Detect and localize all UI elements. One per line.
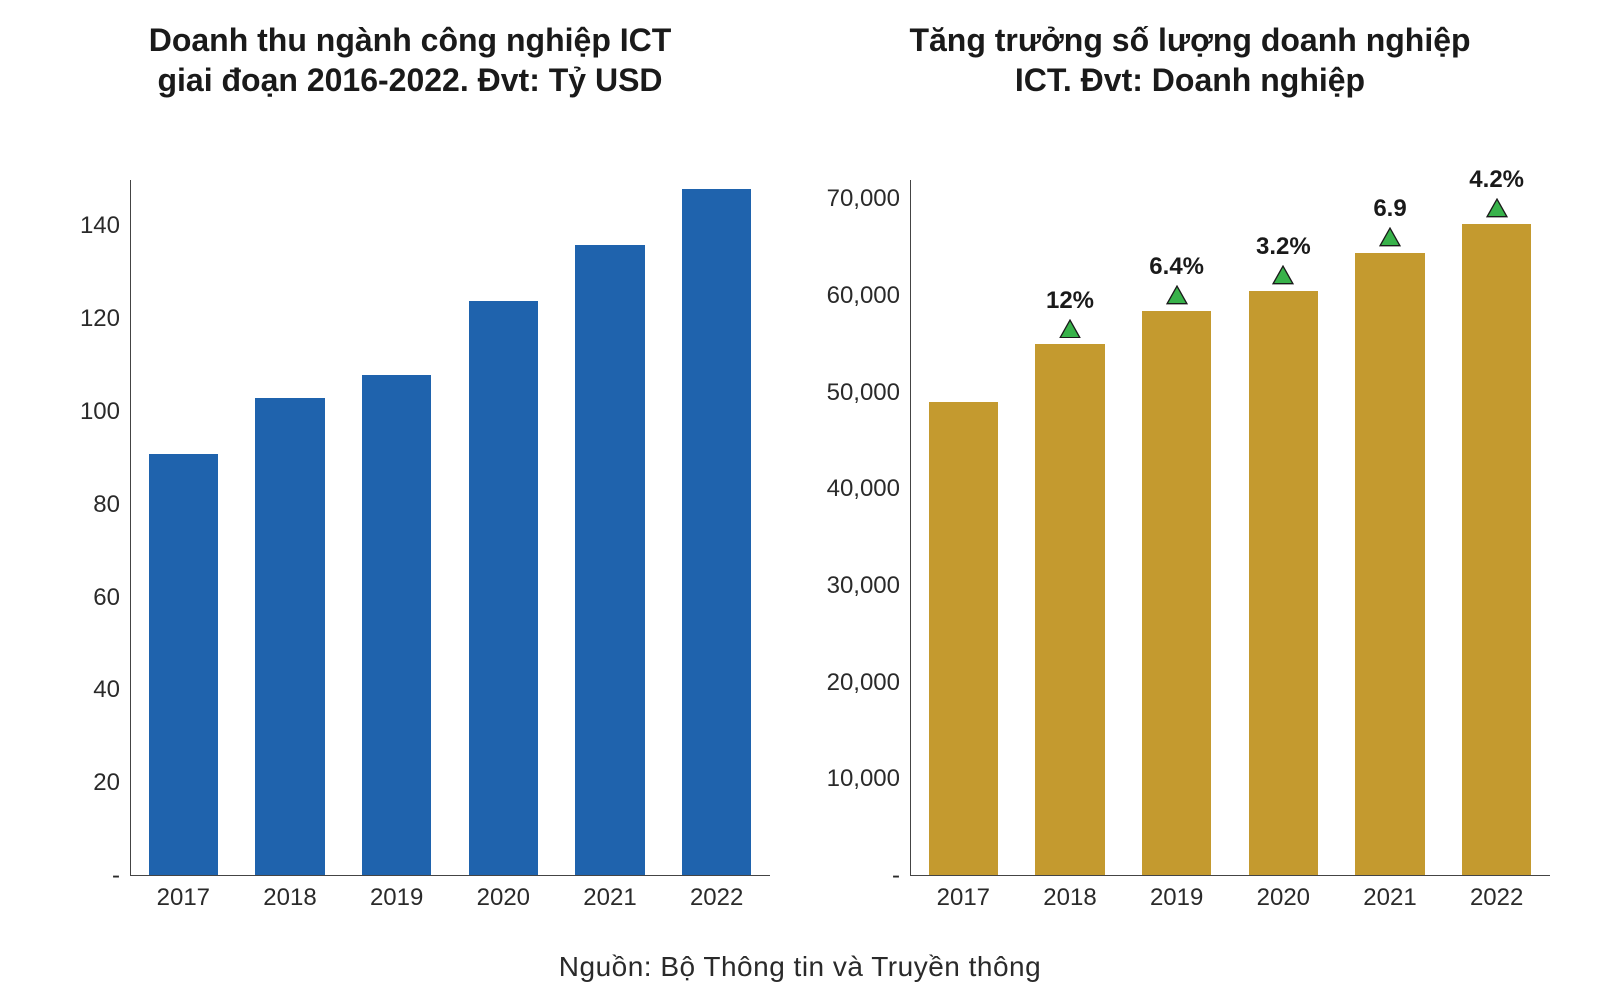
- growth-label: 12%: [1046, 287, 1094, 315]
- bar: [1249, 291, 1318, 876]
- x-tick-label: 2022: [690, 884, 743, 912]
- growth-chart: Tăng trưởng số lượng doanh nghiệp ICT. Đ…: [820, 20, 1560, 926]
- x-tick-label: 2021: [583, 884, 636, 912]
- y-tick-label: 40: [40, 676, 120, 704]
- y-tick-label: 80: [40, 491, 120, 519]
- x-tick-label: 2020: [1257, 884, 1310, 912]
- x-tick-label: 2022: [1470, 884, 1523, 912]
- revenue-y-axis: 20406080100120140-: [40, 180, 130, 876]
- source-label: Nguồn: Bộ Thông tin và Truyền thông: [40, 926, 1560, 998]
- bar: [929, 402, 998, 876]
- bar: [362, 375, 431, 876]
- bar: [149, 454, 218, 876]
- y-tick-label: 10,000: [820, 765, 900, 793]
- y-tick-label: 140: [40, 212, 120, 240]
- x-tick-label: 2019: [1150, 884, 1203, 912]
- growth-label: 6.4%: [1149, 253, 1204, 281]
- y-tick-label: 50,000: [820, 379, 900, 407]
- growth-y-axis: 10,000 20,000 30,000 40,000 50,000 60,000 70,0…: [820, 180, 910, 876]
- triangle-up-icon: [1059, 319, 1081, 339]
- y-tick-label: 100: [40, 398, 120, 426]
- bar: [682, 189, 751, 876]
- x-tick-label: 2021: [1363, 884, 1416, 912]
- y-tick-label: 20,000: [820, 669, 900, 697]
- revenue-plot: [130, 180, 770, 876]
- x-tick-label: 2020: [477, 884, 530, 912]
- y-tick-label: 70,000: [820, 185, 900, 213]
- growth-label: 4.2%: [1469, 166, 1524, 194]
- triangle-up-icon: [1486, 198, 1508, 218]
- bar: [1142, 311, 1211, 877]
- growth-chart-area: 10,000 20,000 30,000 40,000 50,000 60,000 70,0…: [820, 120, 1560, 926]
- y-tick-label: 20: [40, 769, 120, 797]
- bar: [1035, 344, 1104, 876]
- y-tick-label: 60,000: [820, 282, 900, 310]
- revenue-x-axis: 2017 2018 2019 2020 2021 2022: [130, 876, 770, 926]
- y-tick-label: 40,000: [820, 475, 900, 503]
- bar: [1355, 253, 1424, 877]
- bar: [469, 301, 538, 876]
- triangle-up-icon: [1272, 265, 1294, 285]
- bar: [575, 245, 644, 876]
- chart-container: Doanh thu ngành công nghiệp ICT giai đoạ…: [0, 0, 1600, 1008]
- growth-plot: 12%6.4%3.2%6.94.2%: [910, 180, 1550, 876]
- x-tick-label: 2018: [1043, 884, 1096, 912]
- y-tick-label: -: [105, 862, 120, 890]
- revenue-chart: Doanh thu ngành công nghiệp ICT giai đoạ…: [40, 20, 780, 926]
- triangle-up-icon: [1379, 227, 1401, 247]
- revenue-chart-title: Doanh thu ngành công nghiệp ICT giai đoạ…: [40, 20, 780, 100]
- growth-x-axis: 2017 2018 2019 2020 2021 2022: [910, 876, 1550, 926]
- growth-label: 6.9: [1373, 195, 1406, 223]
- growth-label: 3.2%: [1256, 233, 1311, 261]
- growth-bars: 12%6.4%3.2%6.94.2%: [910, 180, 1550, 876]
- y-tick-label: 60: [40, 584, 120, 612]
- revenue-bars: [130, 180, 770, 876]
- y-tick-label: 30,000: [820, 572, 900, 600]
- growth-chart-title: Tăng trưởng số lượng doanh nghiệp ICT. Đ…: [820, 20, 1560, 100]
- y-tick-label: -: [885, 862, 900, 890]
- x-tick-label: 2017: [157, 884, 210, 912]
- charts-row: Doanh thu ngành công nghiệp ICT giai đoạ…: [40, 20, 1560, 926]
- y-tick-label: 120: [40, 305, 120, 333]
- x-tick-label: 2019: [370, 884, 423, 912]
- bar: [255, 398, 324, 876]
- bar: [1462, 224, 1531, 877]
- triangle-up-icon: [1166, 285, 1188, 305]
- x-tick-label: 2018: [263, 884, 316, 912]
- x-tick-label: 2017: [937, 884, 990, 912]
- revenue-chart-area: 20406080100120140- 201720182019202020212…: [40, 120, 780, 926]
